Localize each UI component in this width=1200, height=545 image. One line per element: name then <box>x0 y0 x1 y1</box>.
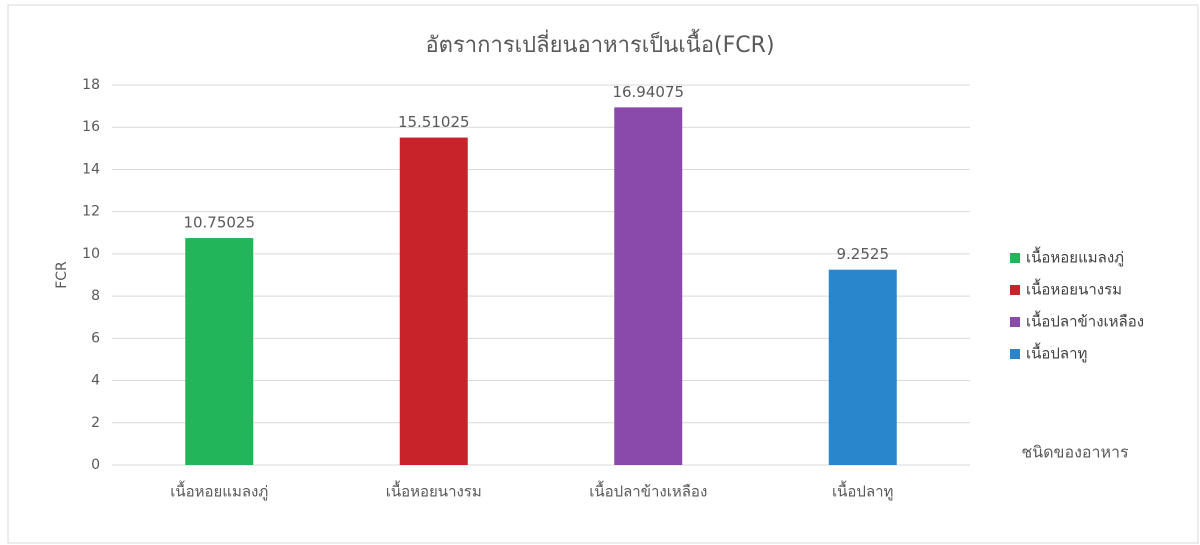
legend-swatch <box>1010 285 1020 295</box>
value-label: 10.75025 <box>183 214 255 232</box>
legend-label: เนื้อหอยนางรม <box>1026 279 1122 299</box>
x-tick-label: เนื้อปลาทู <box>832 481 893 501</box>
legend-swatch <box>1010 349 1020 359</box>
bar <box>614 107 682 465</box>
x-tick-label: เนื้อปลาข้างเหลือง <box>589 481 707 501</box>
y-tick-label: 0 <box>91 457 100 473</box>
chart: อัตราการเปลี่ยนอาหารเป็นเนื้อ(FCR) FCR ช… <box>0 0 1200 545</box>
y-tick-label: 10 <box>82 246 100 262</box>
value-label: 15.51025 <box>398 113 470 131</box>
value-label: 9.2525 <box>837 245 890 263</box>
bar <box>185 238 253 465</box>
bar <box>829 270 897 465</box>
y-tick-label: 2 <box>91 415 100 431</box>
legend-label: เนื้อหอยแมลงภู่ <box>1026 247 1124 267</box>
x-tick-label: เนื้อหอยแมลงภู่ <box>170 481 268 501</box>
y-tick-label: 12 <box>82 204 100 220</box>
y-tick-label: 4 <box>91 373 100 389</box>
y-tick-label: 6 <box>91 330 100 346</box>
y-tick-label: 18 <box>82 77 100 93</box>
y-tick-label: 16 <box>82 119 100 135</box>
chart-title: อัตราการเปลี่ยนอาหารเป็นเนื้อ(FCR) <box>425 29 774 58</box>
y-tick-label: 8 <box>91 288 100 304</box>
legend-label: เนื้อปลาข้างเหลือง <box>1026 311 1144 331</box>
bar <box>400 138 468 465</box>
legend-label: เนื้อปลาทู <box>1026 343 1087 363</box>
y-tick-label: 14 <box>82 161 100 177</box>
legend-swatch <box>1010 317 1020 327</box>
value-label: 16.94075 <box>612 83 684 101</box>
legend-swatch <box>1010 253 1020 263</box>
y-axis-title: FCR <box>54 261 70 289</box>
x-axis-title: ชนิดของอาหาร <box>1021 443 1129 462</box>
x-tick-label: เนื้อหอยนางรม <box>386 481 482 501</box>
